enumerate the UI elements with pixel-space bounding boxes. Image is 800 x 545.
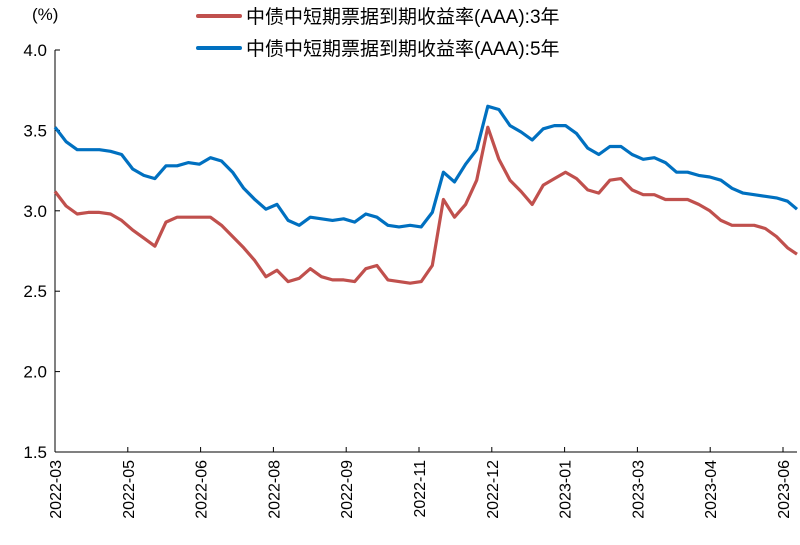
series-line-3y <box>53 125 798 285</box>
y-tick-label: 3.0 <box>23 202 47 221</box>
x-tick-label: 2023-04 <box>703 460 720 519</box>
x-tick-label: 2022-11 <box>412 460 429 518</box>
y-axis: 4.0 3.5 3.0 2.5 2.0 1.5 <box>23 41 60 462</box>
x-tick-label: 2022-03 <box>48 460 65 519</box>
x-tick-label: 2022-05 <box>121 460 138 519</box>
y-tick-label: 4.0 <box>23 41 47 60</box>
x-tick-label: 2022-08 <box>266 460 283 519</box>
y-tick-label: 1.5 <box>23 443 47 462</box>
legend-label: 中债中短期票据到期收益率(AAA):3年 <box>246 6 560 28</box>
x-tick-label: 2023-01 <box>558 460 575 519</box>
y-tick-label: 3.5 <box>23 121 47 140</box>
x-tick-label: 2023-03 <box>630 460 647 519</box>
legend-label: 中债中短期票据到期收益率(AAA):5年 <box>246 38 560 60</box>
x-tick-label: 2022-09 <box>339 460 356 519</box>
series-line-5y <box>53 104 799 229</box>
y-tick-label: 2.0 <box>23 363 47 382</box>
x-axis: 2022-03 2022-05 2022-06 2022-08 2022-09 2022-… <box>48 447 797 519</box>
x-tick-label: 2023-06 <box>776 460 793 519</box>
plot-area <box>53 104 799 285</box>
x-tick-label: 2022-06 <box>194 460 211 519</box>
y-tick-label: 2.5 <box>23 282 47 301</box>
x-tick-label: 2022-12 <box>485 460 502 519</box>
y-axis-unit-label: (%) <box>32 5 58 24</box>
